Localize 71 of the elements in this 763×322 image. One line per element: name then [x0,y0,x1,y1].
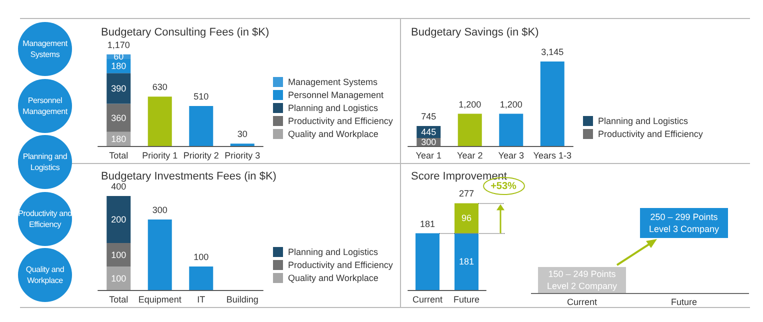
text: Personnel Management [22,94,68,116]
bar [106,266,131,290]
chart-title: Score Improvement [411,170,507,182]
x-tick-label: Priority 2 [183,150,219,160]
chart-title: Budgetary Consulting Fees (in $K) [101,26,270,38]
text: 250 – 299 Points Level 3 Company [648,211,720,235]
total-label: 1,170 [107,40,130,50]
data-label: 1,200 [458,99,482,110]
data-label: 300 [152,205,168,215]
data-label: 180 [111,61,126,72]
x-tick-label: Year 1 [416,150,442,160]
bar [540,62,564,146]
text: Quality and Workplace [24,264,66,286]
bar [106,243,131,266]
data-label: 181 [458,256,474,267]
total-label: 400 [111,182,126,192]
x-tick-label: Building [226,294,258,304]
data-label: 96 [461,213,472,224]
data-label: 200 [111,214,126,224]
legend-label: Planning and Logistics [288,247,379,257]
data-label: 1,200 [500,99,522,110]
chart-title: Budgetary Investments Fees (in $K) [101,170,276,182]
legend-label: Planning and Logistics [288,103,379,113]
legend-label: Productivity and Efficiency [598,129,704,139]
data-label: 100 [111,250,126,260]
text: Planning and Logistics [22,151,68,173]
text: Productivity and Efficiency [18,208,72,230]
bar [458,114,482,146]
bar [499,114,524,146]
bar [106,73,131,104]
total-label: 277 [458,188,474,199]
data-label: 630 [152,82,168,92]
legend-label: Productivity and Efficiency [288,116,394,126]
total-label: 745 [421,111,436,122]
data-label: 300 [421,136,436,147]
data-label: 510 [194,92,209,102]
data-label: 3,145 [541,47,564,58]
text: Management Systems [22,38,68,60]
legend-label: Quality and Workplace [288,129,378,139]
data-label: 30 [237,129,248,140]
x-tick-label: IT [197,294,206,304]
bar [106,104,131,132]
legend-label: Personnel Management [288,90,384,100]
x-tick-label: Current [412,294,443,304]
x-tick-label: Year 2 [457,150,483,160]
data-label: 181 [420,218,436,229]
bar [148,96,172,146]
data-label: 390 [111,83,126,94]
data-label: 100 [111,273,126,284]
x-tick-label: Year 3 [498,150,524,160]
bar [189,106,214,146]
legend-label: Management Systems [288,77,378,87]
x-tick-label: Total [109,150,128,160]
legend-label: Quality and Workplace [288,273,378,283]
x-tick-label: Priority 3 [224,150,260,160]
legend-label: Productivity and Efficiency [288,260,394,270]
x-tick-label: Equipment [138,294,182,304]
legend-label: Planning and Logistics [598,116,689,126]
x-tick-label: Total [109,294,128,304]
x-tick-label: Future [453,294,480,304]
x-tick-label: Priority 1 [142,150,178,160]
bar [106,196,131,243]
x-tick-label: Years 1-3 [533,150,572,160]
data-label: 100 [194,252,209,262]
data-label: 445 [421,126,436,137]
data-label: 360 [111,112,126,123]
data-label: 180 [111,134,126,144]
bar [189,266,214,290]
text: 150 – 249 Points Level 2 Company [546,268,618,292]
chart-title: Budgetary Savings (in $K) [411,26,539,38]
bar [148,220,172,290]
